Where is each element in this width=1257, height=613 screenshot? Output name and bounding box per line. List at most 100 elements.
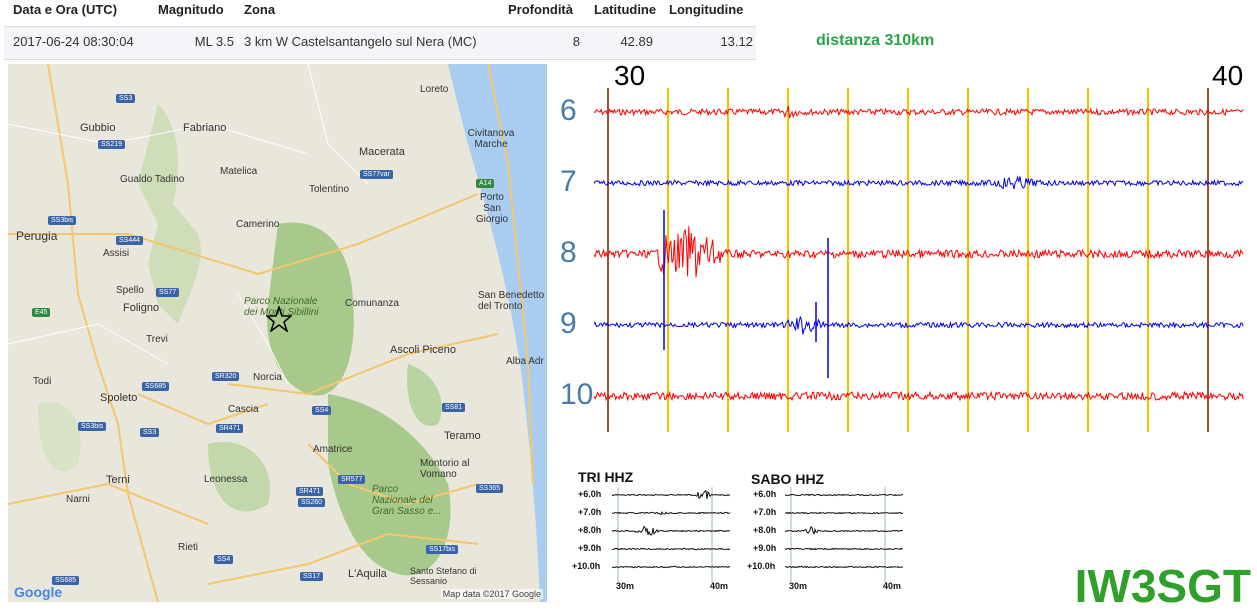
station-trace: [612, 490, 731, 500]
road-shield: SS260: [298, 498, 326, 507]
header-depth[interactable]: Profondità: [508, 2, 573, 17]
row-label: +6.0h: [753, 489, 777, 499]
road-shield: A14: [476, 179, 495, 188]
callsign: IW3SGT: [1074, 560, 1251, 612]
station-trace: [785, 493, 904, 497]
road-shield: SR471: [216, 424, 244, 433]
map-city: Matelica: [220, 166, 258, 177]
row-label: +9.0h: [753, 543, 777, 553]
map-city: Ascoli Piceno: [390, 344, 457, 356]
map-city: Montorio al Vomano: [420, 458, 470, 480]
hour-label: 10: [560, 378, 594, 411]
map-city: Rieti: [178, 542, 199, 553]
station-trace: [612, 547, 731, 551]
road-shield: SS685: [52, 576, 80, 585]
seismic-trace: [594, 106, 1244, 119]
cell-datetime: 2017-06-24 08:30:04: [13, 34, 134, 49]
map-city: Foligno: [123, 302, 160, 314]
hour-label: 7: [560, 165, 577, 198]
map-credit[interactable]: Map data ©2017 Google: [440, 589, 543, 599]
google-logo: Google: [14, 584, 63, 600]
map-city: Narni: [66, 494, 90, 505]
station-traces: [785, 487, 904, 583]
road-shield: SS365: [476, 484, 504, 493]
road-shield: SS17: [300, 572, 324, 581]
hour-label: 9: [560, 307, 577, 340]
map-city: Santo Stefano di Sessanio: [410, 566, 477, 586]
road-shield: SR471: [296, 487, 324, 496]
seismic-trace: [594, 175, 1244, 190]
header-longitude[interactable]: Longitudine: [669, 2, 744, 17]
seismogram: 30 40 6 7 8 9 10: [558, 60, 1257, 438]
map-city: Perugia: [16, 229, 58, 243]
header-magnitude[interactable]: Magnitudo: [158, 2, 224, 17]
road-shield: E45: [32, 308, 51, 317]
seismic-trace: [594, 316, 1244, 335]
map-city: San Benedetto del Tronto: [478, 290, 545, 312]
map-city: Fabriano: [183, 122, 227, 134]
map-city: Comunanza: [345, 298, 399, 309]
header-datetime[interactable]: Data e Ora (UTC): [13, 2, 118, 17]
map-city: Todi: [33, 376, 52, 387]
road-shield: SS4: [214, 555, 234, 564]
map-city: Amatrice: [313, 444, 353, 455]
table-row[interactable]: [4, 26, 756, 60]
road-shield: SS3bis: [78, 422, 107, 431]
row-label: +8.0h: [753, 525, 777, 535]
map-city: Gubbio: [80, 122, 116, 134]
map-city: Trevi: [146, 334, 168, 345]
map-city: Camerino: [236, 219, 280, 230]
road-shield: SS4: [312, 406, 332, 415]
minute-end-label: 40: [1212, 60, 1244, 91]
map-city: L'Aquila: [348, 568, 387, 580]
cell-latitude: 42.89: [620, 34, 653, 49]
road-shield: SS3: [140, 428, 160, 437]
x-label: 40m: [883, 581, 902, 591]
map-city: Tolentino: [309, 184, 350, 195]
station-trace: [612, 525, 731, 536]
row-label: +6.0h: [578, 489, 602, 499]
road-shield: SS17bis: [426, 545, 459, 554]
minute-start-label: 30: [614, 60, 646, 91]
station-title: TRI HHZ: [578, 469, 634, 485]
station-trace: [612, 565, 731, 569]
road-shield: SR320: [212, 372, 240, 381]
map-terrain: [8, 64, 547, 602]
station-traces: [612, 487, 731, 583]
map-city: Alba Adr: [506, 356, 544, 367]
road-shield: SS685: [142, 382, 170, 391]
road-shield: SS81: [442, 403, 466, 412]
hour-label: 8: [560, 236, 577, 269]
station-trace: [785, 565, 904, 569]
station-trace: [785, 547, 903, 551]
road-shield: SS77: [156, 288, 180, 297]
seismogram-traces: [594, 88, 1244, 432]
map-city: Spello: [116, 285, 144, 296]
x-label: 30m: [789, 581, 808, 591]
station-tri-plot: TRI HHZ +6.0h +7.0h +8.0h +9.0h +10.0h 3…: [570, 465, 750, 595]
map-city: Porto San Giorgio: [475, 192, 509, 225]
row-label: +9.0h: [578, 543, 602, 553]
road-shield: SS219: [98, 140, 126, 149]
epicenter-star-icon[interactable]: [266, 306, 292, 332]
road-shield: SS444: [116, 236, 144, 245]
seismic-trace: [594, 225, 1244, 278]
map[interactable]: Loreto Gubbio Fabriano Civitanova Marche…: [8, 64, 547, 602]
road-shield: SS3bis: [48, 216, 77, 225]
row-label: +8.0h: [578, 525, 602, 535]
road-shield: SR577: [338, 475, 366, 484]
row-label: +7.0h: [753, 507, 777, 517]
road-shield: SS77var: [360, 170, 393, 179]
station-trace: [785, 525, 903, 536]
seismic-trace: [594, 390, 1244, 402]
header-zone[interactable]: Zona: [244, 2, 276, 17]
hour-label: 6: [560, 94, 577, 127]
map-city: Gualdo Tadino: [120, 174, 185, 185]
cell-depth: 8: [572, 34, 580, 49]
map-city: Civitanova Marche: [467, 128, 515, 150]
row-label: +10.0h: [572, 561, 601, 571]
map-city: Cascia: [228, 404, 259, 415]
row-label: +10.0h: [747, 561, 776, 571]
header-latitude[interactable]: Latitudine: [594, 2, 657, 17]
x-label: 30m: [616, 581, 635, 591]
